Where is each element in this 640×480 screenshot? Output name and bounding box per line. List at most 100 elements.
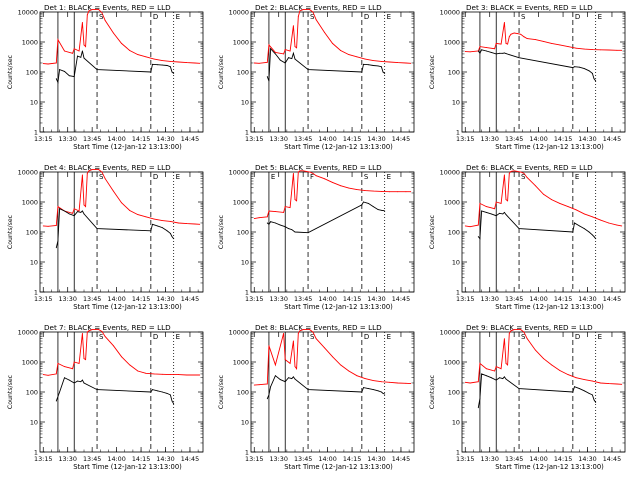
x-tick-label: 14:15 <box>554 135 572 143</box>
data-point <box>495 215 497 217</box>
data-point <box>297 171 299 173</box>
data-point <box>380 391 382 393</box>
data-point <box>348 370 350 372</box>
data-point <box>253 384 255 386</box>
x-tick-label: 13:30 <box>269 455 287 463</box>
data-point <box>83 382 85 384</box>
data-point <box>161 227 163 229</box>
data-point <box>464 381 466 383</box>
data-point <box>291 58 293 60</box>
x-tick-label: 13:15 <box>34 455 52 463</box>
panel-title: Det 3: BLACK = Events, RED = LLD <box>466 3 593 12</box>
x-tick-label: 14:45 <box>603 135 621 143</box>
data-point <box>507 364 509 366</box>
data-point <box>312 331 314 333</box>
phase-letter: E <box>387 13 391 21</box>
data-point <box>485 211 487 213</box>
data-point <box>508 172 510 174</box>
data-point <box>332 42 333 44</box>
data-point <box>169 232 171 234</box>
data-point <box>81 21 83 23</box>
data-point <box>380 60 382 62</box>
data-point <box>169 66 171 68</box>
data-point <box>294 199 296 201</box>
data-point <box>307 69 309 71</box>
y-axis-label: Counts/sec <box>218 214 225 249</box>
data-point <box>312 172 314 174</box>
data-point <box>153 373 155 375</box>
data-point <box>283 332 285 334</box>
plot-frame <box>39 171 204 293</box>
data-point <box>591 234 593 236</box>
data-point <box>153 58 155 60</box>
data-point <box>315 19 317 21</box>
data-point <box>274 51 276 53</box>
phase-letter: D <box>153 173 158 181</box>
data-point <box>55 247 57 249</box>
data-point <box>85 359 87 361</box>
data-point <box>588 231 590 233</box>
y-tick-label: 1 <box>456 449 460 457</box>
y-tick-label: 10 <box>241 419 249 427</box>
data-point <box>616 49 618 51</box>
x-tick-label: 14:45 <box>181 295 199 303</box>
data-point <box>294 366 296 368</box>
data-point <box>258 217 260 219</box>
data-point <box>57 240 59 242</box>
data-point <box>518 228 520 230</box>
data-point <box>307 389 309 391</box>
y-tick-label: 10 <box>30 419 38 427</box>
x-tick-label: 13:15 <box>34 135 52 143</box>
data-point <box>72 52 74 54</box>
data-point <box>294 58 296 60</box>
data-point <box>372 206 374 208</box>
data-point <box>593 236 595 238</box>
chart-panel-5: Det 5: BLACK = Events, RED = LLD 1 10 100 10… <box>218 163 415 311</box>
data-point <box>595 238 597 240</box>
data-point <box>296 47 298 49</box>
data-point <box>495 201 497 203</box>
data-point <box>397 191 399 193</box>
data-point <box>289 207 291 209</box>
x-tick-label: 13:15 <box>245 455 263 463</box>
data-point <box>494 370 496 372</box>
y-tick-label: 1000 <box>444 39 460 47</box>
data-point <box>505 214 507 216</box>
x-tick-label: 13:30 <box>480 455 498 463</box>
data-point <box>57 396 59 398</box>
data-point <box>377 65 379 67</box>
data-point <box>410 383 412 385</box>
data-point <box>505 378 507 380</box>
data-point <box>367 64 369 66</box>
data-point <box>377 390 379 392</box>
data-point <box>534 349 536 351</box>
data-point <box>502 52 504 54</box>
data-point <box>47 374 49 376</box>
data-point <box>479 238 481 240</box>
x-axis-label: Start Time (12-Jan-12 13:13:00) <box>284 143 393 151</box>
phase-letter: E <box>176 13 180 21</box>
data-point <box>78 362 80 364</box>
data-point <box>173 72 175 74</box>
data-point <box>57 81 59 83</box>
y-axis-label: Counts/sec <box>218 374 225 409</box>
data-point <box>508 36 510 38</box>
data-point <box>593 399 595 401</box>
x-tick-label: 14:30 <box>578 135 596 143</box>
data-point <box>94 169 96 171</box>
phase-letter: D <box>153 13 158 21</box>
data-point <box>516 170 518 172</box>
data-point <box>101 171 103 173</box>
data-point <box>55 373 57 375</box>
phase-letter: E <box>598 13 602 21</box>
y-tick-label: 10 <box>241 99 249 107</box>
y-tick-label: 100 <box>26 229 38 237</box>
data-point <box>57 206 59 208</box>
panel-title: Det 8: BLACK = Events, RED = LLD <box>255 323 382 332</box>
phase-letter: E <box>387 333 391 341</box>
data-point <box>534 39 536 41</box>
data-point <box>121 356 122 358</box>
data-point <box>503 376 505 378</box>
data-point <box>152 63 153 65</box>
data-point <box>77 211 78 213</box>
